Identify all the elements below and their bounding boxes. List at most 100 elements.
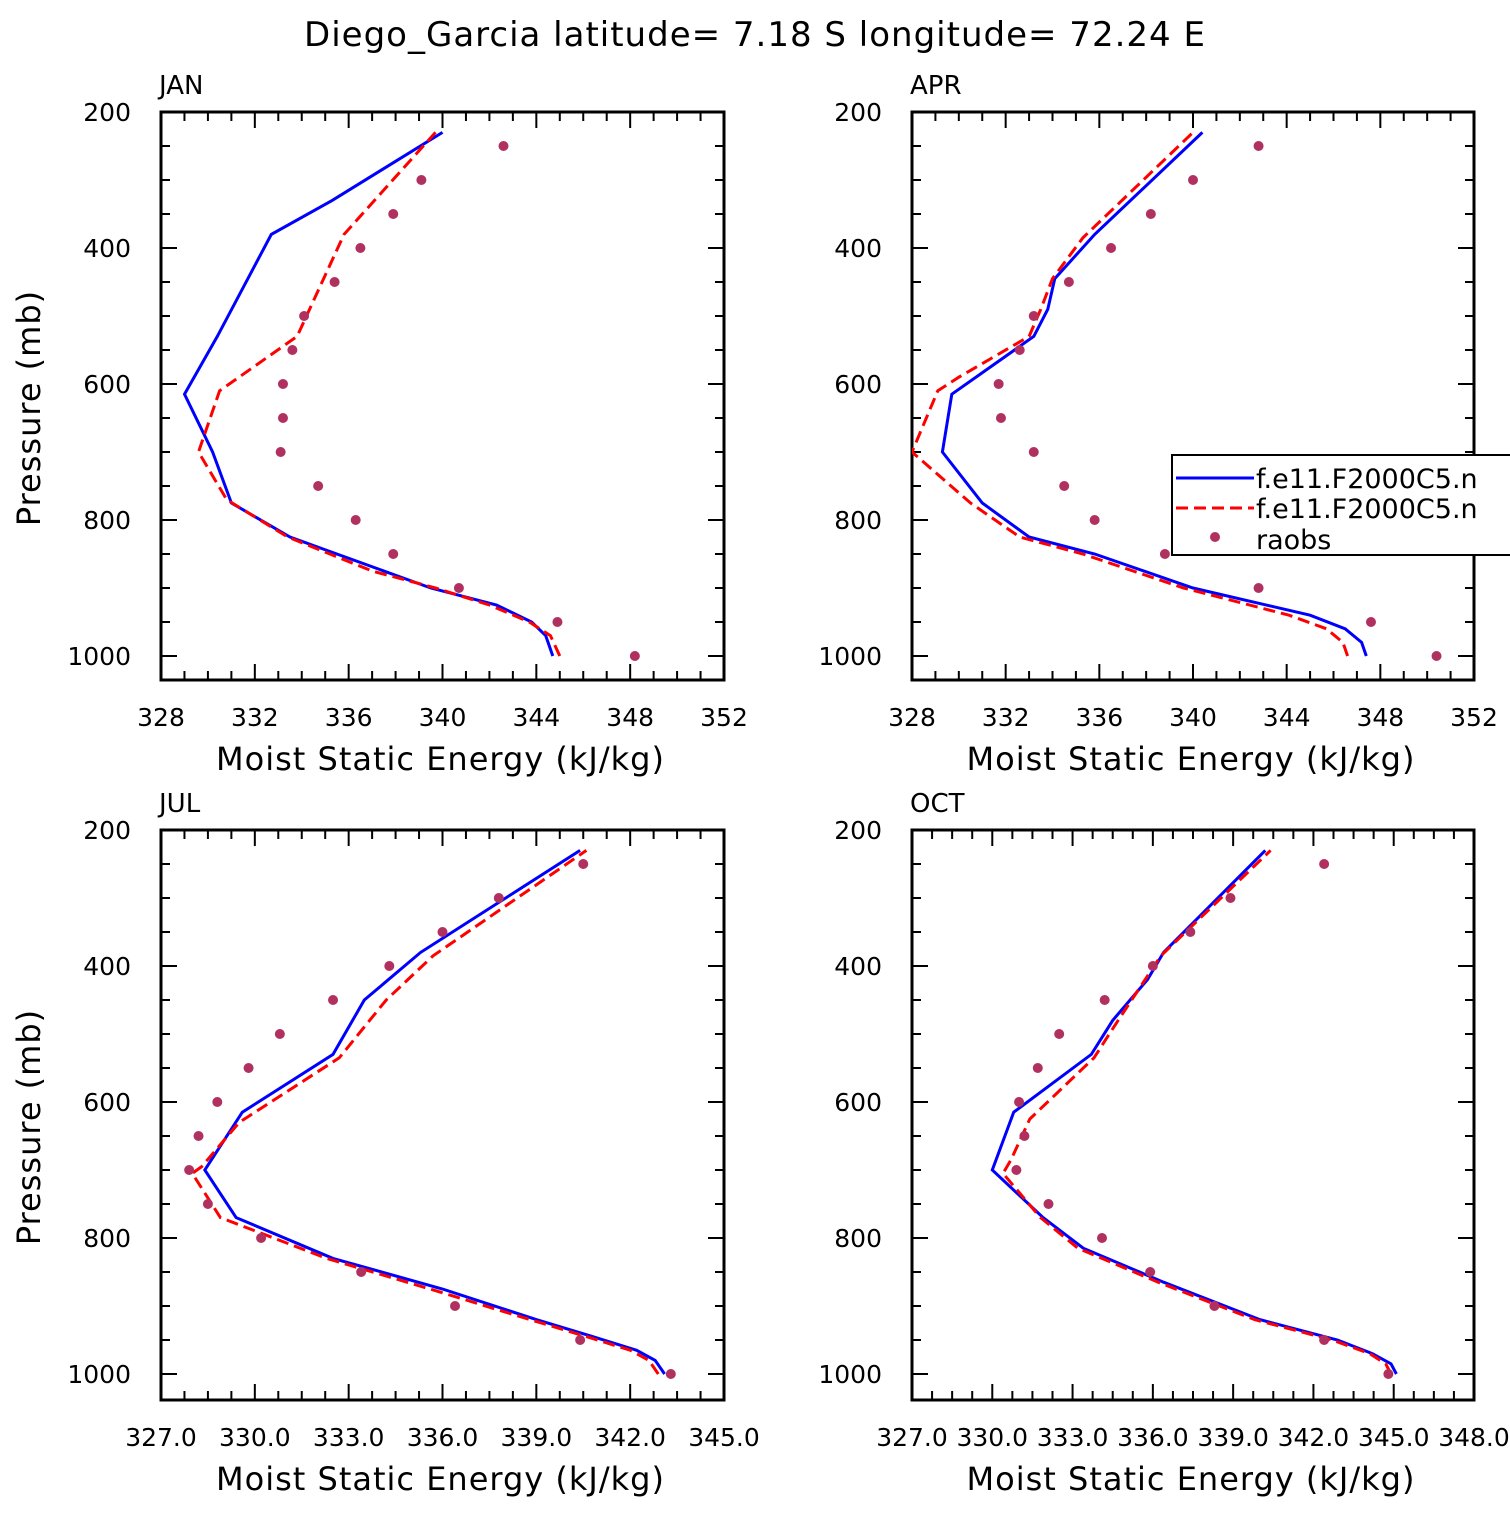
raobs-point: [1431, 651, 1442, 661]
panel-label: APR: [910, 71, 962, 101]
x-tick-label: 342.0: [594, 1423, 666, 1452]
series-line-dashed: [912, 131, 1350, 657]
x-axis-title: Moist Static Energy (kJ/kg): [216, 1460, 665, 1498]
raobs-point: [299, 311, 310, 321]
panel-oct: OCT 200 400 600 800 1000 327.0 330.0 333.0 336.0 3…: [818, 789, 1509, 1498]
raobs-point: [995, 413, 1006, 423]
y-tick-label: 400: [83, 952, 131, 981]
raobs-point: [1028, 447, 1039, 457]
raobs-point: [193, 1131, 204, 1141]
x-tick-label: 345.0: [688, 1423, 760, 1452]
figure-title: Diego_Garcia latitude= 7.18 S longitude=…: [304, 15, 1206, 55]
y-tick-label: 600: [83, 1088, 131, 1117]
raobs-point: [665, 1369, 676, 1379]
raobs-point: [993, 379, 1004, 389]
raobs-point: [328, 995, 339, 1005]
y-tick-label: 1000: [67, 1360, 131, 1389]
raobs-point: [1043, 1199, 1054, 1209]
y-tick-label: 800: [834, 1224, 882, 1253]
x-tick-label: 339.0: [1197, 1423, 1269, 1452]
raobs-point: [1011, 1165, 1022, 1175]
raobs-point: [450, 1301, 461, 1311]
legend-label: raobs: [1256, 525, 1331, 556]
raobs-point: [1099, 995, 1110, 1005]
x-tick-label: 336: [325, 703, 373, 732]
x-tick-label: 339.0: [501, 1423, 573, 1452]
x-tick-label: 330.0: [956, 1423, 1028, 1452]
series-line-solid: [940, 131, 1368, 657]
raobs-point: [1253, 141, 1264, 151]
raobs-point: [1225, 893, 1236, 903]
raobs-point: [275, 447, 286, 457]
raobs-point: [1097, 1233, 1108, 1243]
raobs-point: [578, 859, 589, 869]
y-tick-label: 1000: [818, 1360, 882, 1389]
legend-label: f.e11.F2000C5.n: [1256, 464, 1478, 495]
x-tick-label: 333.0: [313, 1423, 385, 1452]
raobs-point: [437, 927, 448, 937]
series-line-solid: [990, 849, 1398, 1375]
x-axis-title: Moist Static Energy (kJ/kg): [967, 1460, 1416, 1498]
raobs-point: [1014, 345, 1025, 355]
raobs-point: [356, 1267, 367, 1277]
raobs-point: [1032, 1063, 1043, 1073]
raobs-point: [1019, 1131, 1030, 1141]
raobs-point: [493, 893, 504, 903]
x-axis-title: Moist Static Energy (kJ/kg): [216, 740, 665, 778]
y-tick-label: 200: [834, 98, 882, 127]
x-tick-label: 348: [1356, 703, 1404, 732]
raobs-point: [416, 175, 427, 185]
panel-apr: APR 200 400 600 800 1000 328 332 336 340 344 348 352…: [818, 71, 1497, 778]
x-tick-label: 332: [982, 703, 1030, 732]
raobs-point: [313, 481, 324, 491]
x-tick-label: 352: [700, 703, 748, 732]
x-tick-label: 342.0: [1278, 1423, 1350, 1452]
raobs-point: [552, 617, 563, 627]
raobs-point: [243, 1063, 254, 1073]
raobs-point: [1147, 961, 1158, 971]
y-tick-label: 200: [834, 816, 882, 845]
panel-jul: JUL 200 400 600 800 1000 327.0 330.0 333.0 336.0 3…: [10, 789, 760, 1498]
raobs-point: [1383, 1369, 1394, 1379]
x-tick-label: 333.0: [1037, 1423, 1109, 1452]
y-tick-label: 800: [83, 1224, 131, 1253]
raobs-point: [1059, 481, 1070, 491]
x-tick-label: 336.0: [407, 1423, 479, 1452]
x-tick-label: 327.0: [125, 1423, 197, 1452]
raobs-point: [274, 1029, 285, 1039]
x-tick-label: 328: [137, 703, 185, 732]
raobs-point: [629, 651, 640, 661]
legend-swatch-point: [1210, 532, 1220, 542]
x-tick-label: 344: [1263, 703, 1311, 732]
series-line-solid: [182, 131, 555, 657]
y-tick-label: 800: [834, 506, 882, 535]
raobs-point: [498, 141, 509, 151]
raobs-point: [212, 1097, 223, 1107]
x-tick-label: 336: [1075, 703, 1123, 732]
x-tick-label: 344: [512, 703, 560, 732]
raobs-point: [1365, 617, 1376, 627]
raobs-point: [575, 1335, 586, 1345]
raobs-point: [287, 345, 298, 355]
raobs-point: [1159, 549, 1170, 559]
raobs-point: [277, 413, 288, 423]
raobs-point: [350, 515, 361, 525]
plot-frame: [159, 110, 726, 682]
panel-label: OCT: [910, 789, 965, 819]
raobs-point: [1014, 1097, 1025, 1107]
plot-frame: [910, 828, 1476, 1402]
raobs-point: [1188, 175, 1198, 185]
x-tick-label: 336.0: [1117, 1423, 1189, 1452]
x-tick-label: 327.0: [876, 1423, 948, 1452]
y-tick-label: 600: [834, 1088, 882, 1117]
plot-frame: [910, 110, 1476, 682]
raobs-point: [184, 1165, 195, 1175]
y-tick-label: 200: [83, 98, 131, 127]
raobs-point: [1145, 1267, 1156, 1277]
y-tick-label: 600: [83, 370, 131, 399]
x-tick-label: 348.0: [1438, 1423, 1510, 1452]
x-tick-label: 332: [231, 703, 279, 732]
